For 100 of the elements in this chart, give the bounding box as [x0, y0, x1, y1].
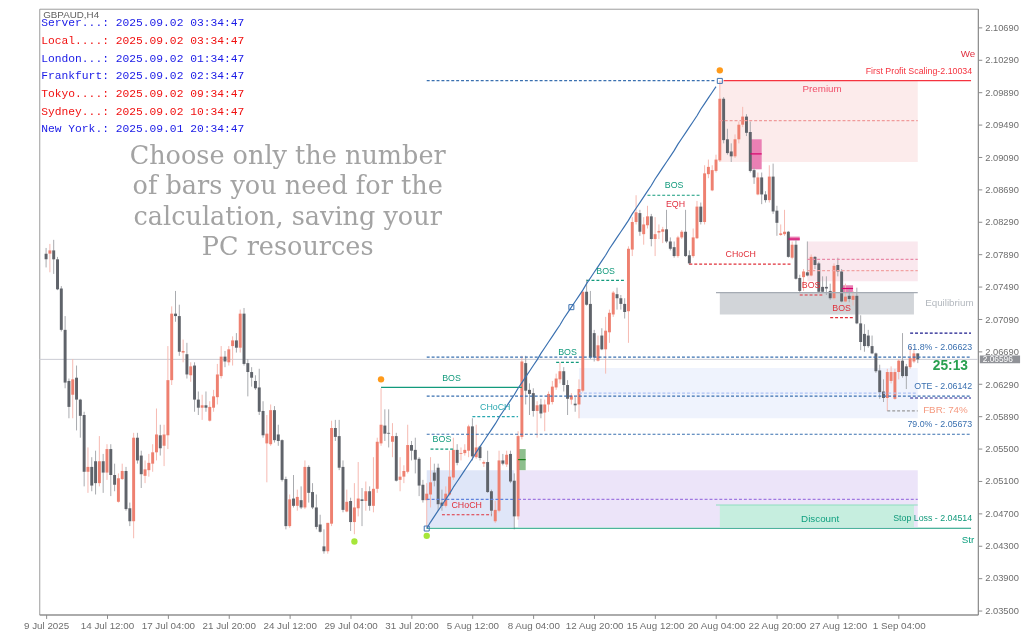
y-tick-label: 2.05100 — [985, 476, 1019, 487]
x-tick-label: 31 Jul 20:00 — [385, 619, 440, 631]
candlestick — [615, 287, 619, 311]
candlestick — [368, 485, 372, 512]
y-tick-label: 2.08290 — [985, 217, 1019, 228]
candlestick — [455, 443, 459, 466]
point — [423, 532, 430, 540]
annotation: EQH — [665, 199, 686, 210]
candlestick — [90, 456, 94, 492]
x-tick-label: 1 Sep 04:00 — [872, 619, 927, 631]
x-tick-label: 15 Aug 12:00 — [626, 619, 686, 631]
y-tick-label: 2.04700 — [985, 508, 1019, 519]
candlestick — [265, 414, 269, 483]
candlestick — [86, 446, 90, 494]
series-label: CHoCH — [725, 249, 756, 260]
candlestick — [299, 485, 303, 510]
candlestick — [729, 142, 733, 163]
annotation: FBR: 74% — [923, 404, 969, 416]
point — [716, 67, 723, 74]
candlestick — [779, 223, 783, 237]
series-label: Stop Loss - 2.04514 — [893, 513, 973, 524]
y-tick-label: 2.03500 — [985, 605, 1019, 616]
annotation: Choose only the number of bars you need for the calculation, saving your PC resources — [129, 139, 447, 262]
x-tick-label: 17 Jul 04:00 — [141, 619, 196, 631]
x-tick-label: 21 Jul 20:00 — [202, 619, 257, 631]
candlestick — [410, 440, 413, 461]
annotation: Tokyo....: 2025.09.02 09:34:47 — [41, 88, 245, 101]
candlestick — [539, 398, 543, 419]
y-tick-label: 2.10690 — [985, 22, 1019, 33]
candlestick — [97, 435, 101, 487]
point — [568, 304, 575, 311]
x-tick-label: 8 Aug 04:00 — [507, 619, 561, 631]
y-tick-label: 2.09890 — [985, 87, 1019, 98]
candlestick — [699, 202, 703, 225]
annotation: Premium — [802, 83, 842, 95]
y-tick-label: 2.05890 — [985, 412, 1019, 423]
candlestick — [250, 366, 254, 388]
y-tick-label: 2.09490 — [985, 120, 1019, 131]
point — [351, 538, 358, 545]
x-tick-label: 27 Aug 12:00 — [809, 619, 868, 631]
annotation: Discount — [801, 513, 840, 525]
candlestick — [113, 463, 117, 492]
candlestick — [322, 528, 326, 555]
candlestick — [535, 400, 539, 439]
y-tick-label: 2.05500 — [985, 443, 1019, 454]
chart-title: GBPAUD,H4 — [43, 8, 100, 20]
candlestick — [676, 235, 680, 259]
candlestick — [391, 422, 394, 458]
candlestick — [75, 365, 79, 431]
candlestick — [562, 366, 566, 392]
x-tick-label: 12 Aug 20:00 — [565, 619, 625, 631]
y-tick-label: 2.07090 — [985, 314, 1019, 325]
annotation: Server...: 2025.09.02 03:34:47 — [41, 17, 245, 30]
annotation: London...: 2025.09.02 01:34:47 — [41, 52, 245, 65]
x-tick-label: 20 Aug 04:00 — [687, 619, 746, 631]
candlestick — [904, 363, 908, 390]
candlestick — [189, 361, 193, 383]
candlestick — [623, 297, 627, 319]
series-label: OTE - 2.06142 — [914, 381, 973, 392]
candlestick — [185, 342, 189, 380]
candlestick — [349, 497, 353, 532]
candlestick — [71, 358, 75, 419]
candlestick — [292, 474, 295, 508]
series-label: BOS — [442, 372, 461, 383]
candlestick — [387, 408, 391, 448]
candlestick — [398, 456, 402, 492]
x-tick-label: 5 Aug 12:00 — [446, 619, 500, 631]
annotation: Equilibrium — [925, 297, 974, 309]
candlestick — [352, 482, 356, 535]
x-tick-label: 24 Jul 12:00 — [263, 619, 318, 631]
candlestick — [805, 240, 809, 277]
candlestick — [364, 481, 368, 512]
annotation: 25:13 — [932, 358, 969, 374]
text: BOS — [596, 265, 615, 276]
y-tick-label: 2.07490 — [985, 282, 1019, 293]
text: BOS — [664, 180, 684, 191]
candlestick — [371, 456, 375, 513]
candlestick — [429, 456, 432, 508]
candlestick — [52, 239, 56, 275]
text: BOS — [832, 302, 851, 313]
candlestick — [649, 213, 653, 247]
text: BOS — [558, 347, 577, 358]
candlestick — [94, 450, 98, 495]
y-tick-label: 2.10290 — [985, 55, 1019, 66]
x-tick-label: 9 Jul 2025 — [23, 619, 70, 631]
y-tick-label: 2.07890 — [985, 249, 1019, 260]
candlestick — [200, 394, 204, 421]
candlestick — [231, 335, 235, 367]
point — [716, 77, 723, 84]
y-tick-label: 2.09090 — [985, 152, 1019, 163]
series-label: BOS — [432, 434, 452, 445]
y-tick-label: 2.03900 — [985, 573, 1019, 584]
y-tick-label: 2.08690 — [985, 185, 1019, 196]
candlestick — [204, 391, 208, 413]
candlestick — [638, 209, 642, 237]
point — [423, 525, 430, 532]
annotation: Str — [961, 533, 976, 545]
candlestick — [181, 339, 185, 363]
candlestick — [155, 408, 158, 461]
candlestick — [665, 209, 668, 244]
